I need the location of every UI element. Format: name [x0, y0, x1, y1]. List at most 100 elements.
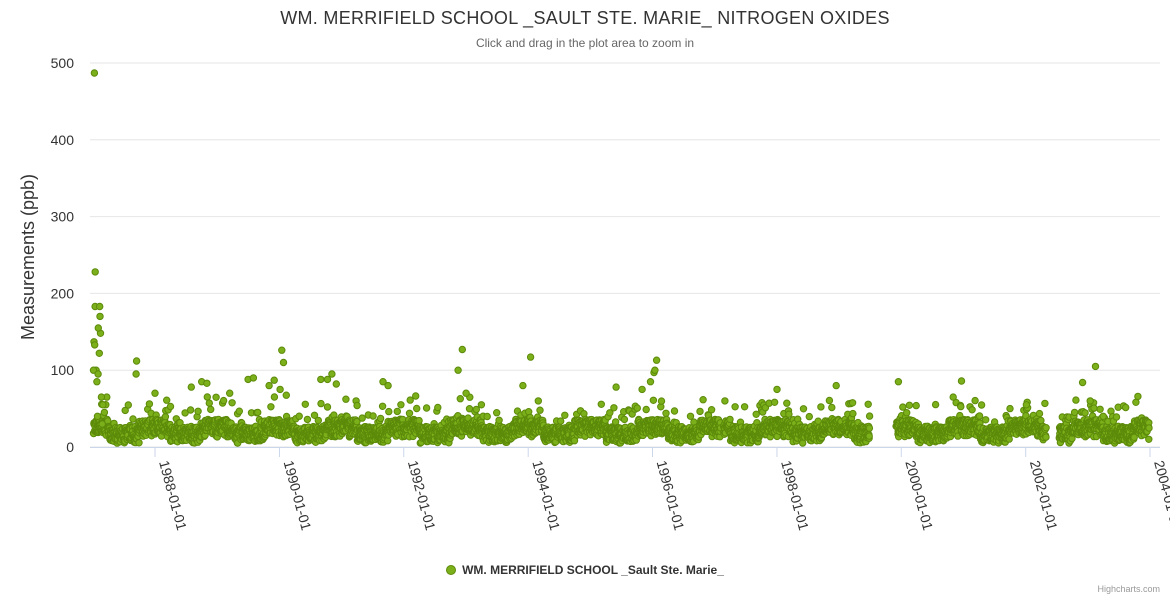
- data-point[interactable]: [458, 345, 466, 354]
- data-point[interactable]: [212, 393, 220, 401]
- data-point[interactable]: [649, 396, 658, 404]
- data-point[interactable]: [323, 403, 332, 411]
- data-point[interactable]: [633, 404, 641, 412]
- data-point[interactable]: [1081, 409, 1089, 417]
- data-point[interactable]: [865, 412, 874, 420]
- data-point[interactable]: [495, 416, 503, 424]
- data-point[interactable]: [894, 378, 903, 386]
- data-point[interactable]: [301, 400, 309, 408]
- data-point[interactable]: [662, 409, 670, 417]
- data-point[interactable]: [740, 403, 749, 411]
- data-point[interactable]: [393, 407, 401, 416]
- data-point[interactable]: [982, 416, 990, 424]
- data-point[interactable]: [187, 383, 196, 391]
- data-point[interactable]: [1042, 424, 1050, 432]
- data-point[interactable]: [1096, 405, 1104, 413]
- data-point[interactable]: [412, 392, 420, 400]
- data-point[interactable]: [561, 411, 569, 419]
- data-point[interactable]: [799, 405, 808, 413]
- data-point[interactable]: [849, 409, 857, 418]
- data-point[interactable]: [646, 378, 655, 386]
- data-point[interactable]: [328, 370, 336, 378]
- data-point[interactable]: [903, 409, 911, 417]
- data-point[interactable]: [1145, 435, 1153, 443]
- data-point[interactable]: [912, 401, 920, 410]
- data-point[interactable]: [186, 406, 195, 414]
- data-point[interactable]: [865, 424, 874, 432]
- data-point[interactable]: [249, 374, 258, 382]
- data-point[interactable]: [353, 417, 361, 426]
- data-point[interactable]: [207, 405, 215, 414]
- data-point[interactable]: [931, 400, 940, 409]
- data-point[interactable]: [785, 410, 793, 418]
- data-point[interactable]: [864, 400, 872, 408]
- data-point[interactable]: [413, 404, 421, 413]
- data-point[interactable]: [1072, 396, 1080, 404]
- data-point[interactable]: [696, 407, 704, 416]
- data-point[interactable]: [1035, 409, 1044, 418]
- data-point[interactable]: [686, 412, 695, 420]
- data-point[interactable]: [536, 406, 544, 414]
- data-point[interactable]: [456, 395, 464, 403]
- data-point[interactable]: [620, 415, 629, 424]
- data-point[interactable]: [534, 397, 542, 405]
- data-point[interactable]: [483, 412, 491, 421]
- data-point[interactable]: [832, 381, 840, 390]
- data-point[interactable]: [1042, 433, 1050, 441]
- data-point[interactable]: [135, 439, 143, 447]
- data-point[interactable]: [707, 406, 716, 414]
- data-point[interactable]: [1099, 412, 1107, 420]
- data-point[interactable]: [899, 403, 907, 411]
- data-point[interactable]: [1078, 378, 1087, 387]
- data-point[interactable]: [657, 397, 666, 405]
- data-point[interactable]: [132, 370, 140, 378]
- data-point[interactable]: [93, 412, 102, 420]
- data-point[interactable]: [378, 402, 387, 410]
- data-point[interactable]: [203, 379, 211, 387]
- legend-item-series[interactable]: WM. MERRIFIELD SCHOOL _Sault Ste. Marie_: [446, 563, 724, 577]
- data-point[interactable]: [358, 414, 366, 422]
- data-point[interactable]: [91, 268, 99, 276]
- data-point[interactable]: [278, 346, 286, 354]
- data-point[interactable]: [828, 403, 836, 412]
- data-point[interactable]: [96, 312, 104, 321]
- data-point[interactable]: [98, 420, 106, 428]
- data-point[interactable]: [121, 406, 129, 415]
- data-point[interactable]: [968, 406, 976, 414]
- data-point[interactable]: [267, 403, 275, 411]
- data-point[interactable]: [384, 381, 392, 390]
- data-point[interactable]: [606, 409, 614, 417]
- data-point[interactable]: [279, 358, 288, 367]
- data-point[interactable]: [91, 341, 99, 349]
- data-point[interactable]: [1041, 399, 1049, 408]
- data-point[interactable]: [194, 407, 202, 415]
- data-point[interactable]: [783, 399, 791, 407]
- data-point[interactable]: [254, 408, 262, 417]
- data-point[interactable]: [332, 380, 340, 388]
- data-point[interactable]: [99, 401, 107, 409]
- data-point[interactable]: [462, 389, 470, 397]
- data-point[interactable]: [652, 356, 661, 364]
- data-point[interactable]: [526, 353, 535, 361]
- data-point[interactable]: [376, 414, 385, 423]
- data-point[interactable]: [228, 399, 236, 407]
- data-point[interactable]: [124, 401, 133, 409]
- data-point[interactable]: [282, 391, 290, 399]
- data-point[interactable]: [651, 366, 659, 374]
- data-point[interactable]: [957, 402, 965, 411]
- data-point[interactable]: [317, 399, 325, 408]
- data-point[interactable]: [94, 324, 103, 332]
- data-point[interactable]: [422, 404, 431, 412]
- data-point[interactable]: [235, 407, 244, 415]
- data-point[interactable]: [369, 412, 377, 420]
- data-point[interactable]: [957, 377, 966, 385]
- data-point[interactable]: [314, 416, 322, 425]
- data-point[interactable]: [752, 410, 760, 418]
- data-point[interactable]: [94, 370, 102, 378]
- data-point[interactable]: [731, 403, 739, 411]
- data-point[interactable]: [971, 396, 979, 405]
- data-point[interactable]: [773, 385, 781, 394]
- data-point[interactable]: [219, 396, 228, 405]
- data-point[interactable]: [1070, 408, 1079, 417]
